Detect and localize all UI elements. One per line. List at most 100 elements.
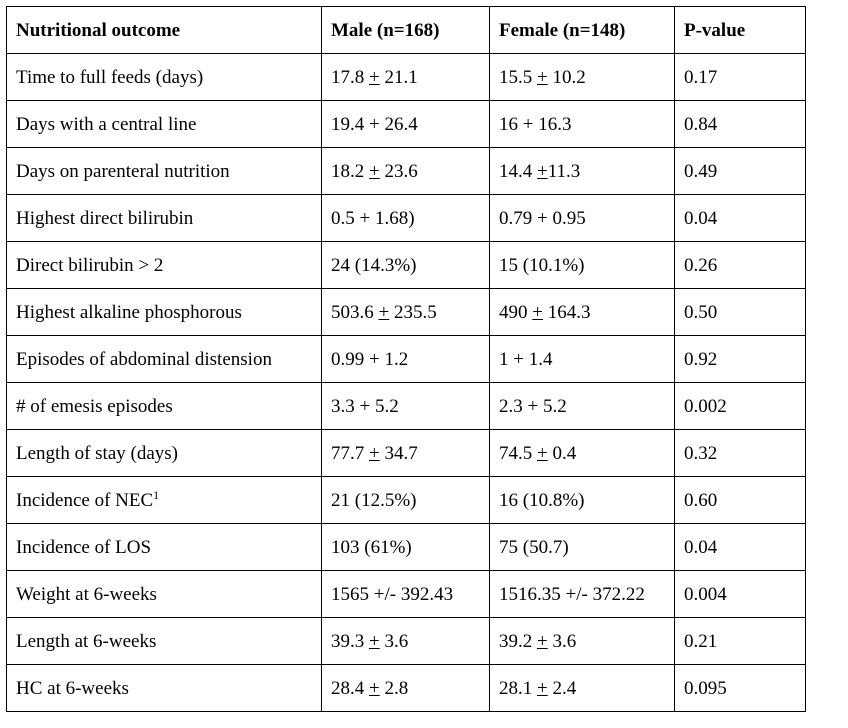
cell-outcome: Highest direct bilirubin [6,194,322,242]
plus-minus-sign: + [369,160,380,182]
outcome-label: Highest alkaline phosphorous [16,301,242,323]
cell-female: 1516.35 +/- 372.22 [489,570,675,618]
cell-p-value: 0.004 [674,570,806,618]
outcome-label: Days with a central line [16,113,197,135]
outcome-label: HC at 6-weeks [16,677,129,699]
cell-male: 28.4 + 2.8 [321,664,490,712]
table-row: Time to full feeds (days) 17.8 + 21.1 15.5… [6,53,806,101]
male-value-part: 19.4 + 26.4 [331,113,418,135]
male-value-part: 235.5 [389,301,437,323]
female-value-part: 0.4 [547,442,577,464]
plus-minus-sign: + [369,630,380,652]
cell-outcome: # of emesis episodes [6,382,322,430]
plus-minus-sign: + [537,66,548,88]
outcome-label: Direct bilirubin > 2 [16,254,164,276]
female-value-part: 16 + 16.3 [499,113,572,135]
male-value-part: 18.2 [331,160,369,182]
table-row: Incidence of LOS 103 (61%) 75 (50.7) 0.04 [6,523,806,571]
male-value-part: 28.4 [331,677,369,699]
male-value-part: 1565 +/- 392.43 [331,583,454,605]
table-row: Days on parenteral nutrition 18.2 + 23.6 1… [6,147,806,195]
cell-male: 3.3 + 5.2 [321,382,490,430]
cell-female: 1 + 1.4 [489,335,675,383]
cell-female: 16 (10.8%) [489,476,675,524]
cell-male: 19.4 + 26.4 [321,100,490,148]
cell-male: 24 (14.3%) [321,241,490,289]
cell-outcome: Direct bilirubin > 2 [6,241,322,289]
plus-minus-sign: + [537,630,548,652]
female-value-part: 75 (50.7) [499,536,569,558]
female-value-part: 2.4 [547,677,577,699]
outcome-label: Days on parenteral nutrition [16,160,230,182]
cell-male: 503.6 + 235.5 [321,288,490,336]
female-value-part: 2.3 + 5.2 [499,395,567,417]
outcome-label: # of emesis episodes [16,395,173,417]
male-value-part: 3.3 + 5.2 [331,395,399,417]
table-row: Episodes of abdominal distension 0.99 + 1… [6,335,806,383]
header-male: Male (n=168) [321,6,490,54]
male-value-part: 23.6 [379,160,418,182]
header-female: Female (n=148) [489,6,675,54]
cell-male: 17.8 + 21.1 [321,53,490,101]
female-value-part: 15 (10.1%) [499,254,585,276]
plus-minus-sign: + [537,442,548,464]
female-value-part: 0.79 + 0.95 [499,207,586,229]
cell-outcome: Episodes of abdominal distension [6,335,322,383]
female-value-part: 15.5 [499,66,537,88]
female-value-part: 28.1 [499,677,537,699]
cell-p-value: 0.92 [674,335,806,383]
table-row: HC at 6-weeks 28.4 + 2.8 28.1 + 2.4 0.095 [6,664,806,712]
male-value-part: 24 (14.3%) [331,254,417,276]
cell-female: 490 + 164.3 [489,288,675,336]
nutritional-outcomes-table: Nutritional outcome Male (n=168) Female … [6,6,806,712]
plus-minus-sign: + [537,160,548,182]
outcome-label: Weight at 6-weeks [16,583,157,605]
cell-female: 15 (10.1%) [489,241,675,289]
female-value-part: 39.2 [499,630,537,652]
cell-female: 0.79 + 0.95 [489,194,675,242]
female-value-part: 74.5 [499,442,537,464]
outcome-label: Incidence of LOS [16,536,152,558]
cell-p-value: 0.50 [674,288,806,336]
cell-p-value: 0.32 [674,429,806,477]
header-p-value: P-value [674,6,806,54]
cell-outcome: Weight at 6-weeks [6,570,322,618]
table-row: # of emesis episodes 3.3 + 5.2 2.3 + 5.2 0.… [6,382,806,430]
table-row: Highest direct bilirubin 0.5 + 1.68) 0.79 … [6,194,806,242]
table-row: Highest alkaline phosphorous 503.6 + 235.… [6,288,806,336]
male-value-part: 2.8 [379,677,409,699]
cell-male: 1565 +/- 392.43 [321,570,490,618]
outcome-label: Time to full feeds (days) [16,66,204,88]
cell-p-value: 0.002 [674,382,806,430]
cell-female: 75 (50.7) [489,523,675,571]
female-value-part: 164.3 [542,301,591,323]
outcome-label: Length of stay (days) [16,442,178,464]
female-value-part: 16 (10.8%) [499,489,585,511]
table-row: Length at 6-weeks 39.3 + 3.6 39.2 + 3.6 0.2… [6,617,806,665]
table-body: Time to full feeds (days) 17.8 + 21.1 15.5… [6,53,806,712]
outcome-label: Episodes of abdominal distension [16,348,272,370]
cell-male: 18.2 + 23.6 [321,147,490,195]
male-value-part: 0.5 + 1.68) [331,207,415,229]
male-value-part: 17.8 [331,66,369,88]
cell-male: 0.99 + 1.2 [321,335,490,383]
male-value-part: 34.7 [379,442,418,464]
cell-male: 103 (61%) [321,523,490,571]
cell-male: 0.5 + 1.68) [321,194,490,242]
plus-minus-sign: + [537,677,548,699]
cell-p-value: 0.04 [674,194,806,242]
table-row: Incidence of NEC1 21 (12.5%) 16 (10.8%) 0.6… [6,476,806,524]
plus-minus-sign: + [369,677,380,699]
cell-female: 2.3 + 5.2 [489,382,675,430]
male-value-part: 39.3 [331,630,369,652]
outcome-label: Highest direct bilirubin [16,207,194,229]
plus-minus-sign: + [369,442,380,464]
header-nutritional-outcome: Nutritional outcome [6,6,322,54]
cell-outcome: Incidence of LOS [6,523,322,571]
cell-female: 39.2 + 3.6 [489,617,675,665]
male-value-part: 21 (12.5%) [331,489,417,511]
male-value-part: 21.1 [379,66,418,88]
cell-outcome: Days with a central line [6,100,322,148]
cell-female: 74.5 + 0.4 [489,429,675,477]
cell-outcome: Length at 6-weeks [6,617,322,665]
